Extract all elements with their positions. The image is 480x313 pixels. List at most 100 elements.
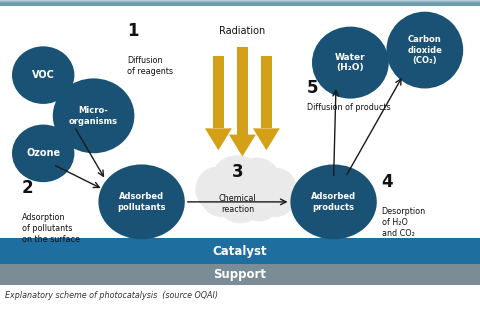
Polygon shape — [253, 128, 280, 150]
Bar — [0, 2, 480, 5]
Bar — [0, 2, 480, 4]
Bar — [0, 1, 480, 4]
Text: VOC: VOC — [32, 70, 55, 80]
Bar — [0, 2, 480, 5]
Text: Catalyst: Catalyst — [213, 245, 267, 258]
Text: Diffusion
of reagents: Diffusion of reagents — [127, 56, 173, 76]
Bar — [0, 2, 480, 5]
Text: Water
(H₂O): Water (H₂O) — [335, 53, 366, 73]
Bar — [0, 1, 480, 4]
Bar — [0, 1, 480, 4]
Text: Chemical
reaction: Chemical reaction — [219, 194, 256, 214]
Bar — [0, 2, 480, 4]
Bar — [0, 2, 480, 4]
Ellipse shape — [290, 164, 377, 239]
Ellipse shape — [217, 177, 263, 223]
Bar — [0, 238, 480, 264]
Text: Adsorption
of pollutants
on the surface: Adsorption of pollutants on the surface — [22, 213, 80, 244]
Polygon shape — [205, 128, 232, 150]
Bar — [0, 1, 480, 3]
Bar — [0, 0, 480, 3]
Bar — [0, 1, 480, 4]
Bar — [0, 2, 480, 5]
Bar — [0, 2, 480, 5]
Bar — [0, 2, 480, 5]
Bar — [0, 2, 480, 5]
Bar — [0, 2, 480, 5]
Ellipse shape — [202, 179, 240, 217]
Bar — [0, 2, 480, 5]
Ellipse shape — [195, 167, 241, 212]
Ellipse shape — [98, 164, 185, 239]
Ellipse shape — [254, 168, 297, 211]
Text: Carbon
dioxide
(CO₂): Carbon dioxide (CO₂) — [408, 35, 442, 65]
Bar — [0, 3, 480, 6]
Bar — [0, 0, 480, 3]
Ellipse shape — [233, 158, 281, 206]
Ellipse shape — [211, 155, 264, 208]
Bar — [0, 0, 480, 3]
Bar — [0, 1, 480, 4]
Bar — [0, 3, 480, 6]
Bar — [0, 2, 480, 4]
Bar — [0, 2, 480, 5]
Text: 5: 5 — [307, 79, 319, 97]
Bar — [0, 0, 480, 3]
Text: Radiation: Radiation — [219, 26, 265, 36]
Bar — [0, 2, 480, 5]
Bar — [0, 3, 480, 6]
Bar — [0, 1, 480, 4]
Text: Adsorbed
pollutants: Adsorbed pollutants — [117, 192, 166, 212]
Text: Adsorbed
products: Adsorbed products — [311, 192, 356, 212]
Ellipse shape — [238, 179, 280, 221]
Text: Micro-
organisms: Micro- organisms — [69, 106, 118, 126]
Bar — [0, 0, 480, 3]
Bar — [0, 1, 480, 3]
Polygon shape — [229, 135, 256, 156]
Bar — [0, 1, 480, 4]
Text: Support: Support — [214, 268, 266, 281]
Bar — [0, 2, 480, 5]
Bar — [0, 1, 480, 3]
Bar — [0, 2, 480, 5]
Text: 1: 1 — [127, 22, 139, 40]
Bar — [0, 0, 480, 3]
Bar — [0, 1, 480, 4]
Bar — [0, 2, 480, 5]
Bar — [0, 2, 480, 5]
Bar — [0, 3, 480, 6]
Ellipse shape — [386, 12, 463, 89]
Ellipse shape — [53, 78, 134, 153]
Text: Explanatory scheme of photocatalysis  (source OQAI): Explanatory scheme of photocatalysis (so… — [5, 291, 218, 300]
Bar — [0, 2, 480, 5]
Bar — [0, 2, 480, 5]
Ellipse shape — [12, 125, 74, 182]
Bar — [0, 3, 480, 5]
Bar — [0, 2, 480, 5]
Text: 3: 3 — [232, 163, 243, 181]
Bar — [0, 2, 480, 5]
Bar — [0, 1, 480, 4]
Bar — [0, 1, 480, 4]
Bar — [0, 1, 480, 4]
Bar — [0, 3, 480, 5]
Bar — [0, 0, 480, 3]
Bar — [0, 0, 480, 3]
Bar — [0, 1, 480, 4]
Bar — [0, 0, 480, 3]
Bar — [0, 3, 480, 6]
Ellipse shape — [312, 27, 389, 99]
Bar — [0, 3, 480, 6]
Bar — [0, 3, 480, 6]
Bar — [0, 1, 480, 4]
Bar — [0, 3, 480, 6]
Bar — [0, 3, 480, 6]
Bar — [0, 1, 480, 4]
Bar — [0, 3, 480, 5]
Bar — [0, 1, 480, 4]
Bar — [0, 1, 480, 4]
Bar — [0, 3, 480, 5]
Ellipse shape — [12, 46, 74, 104]
Bar — [0, 3, 480, 6]
Bar — [0, 2, 480, 4]
